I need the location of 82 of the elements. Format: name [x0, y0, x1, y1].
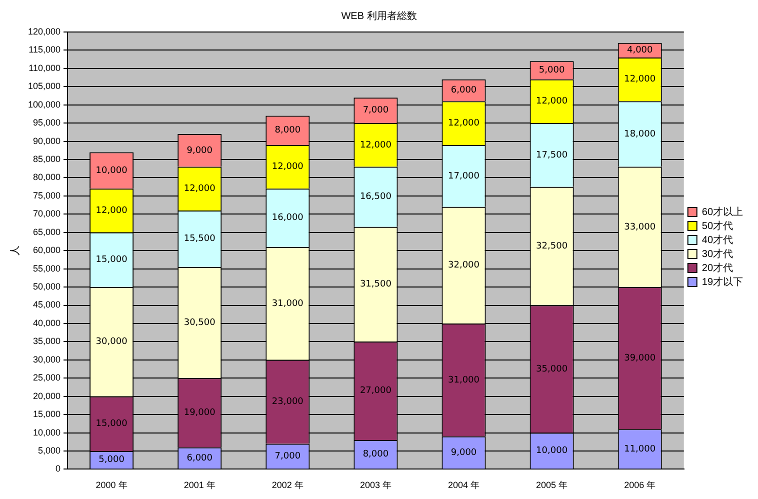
data-label: 5,000 — [98, 455, 125, 466]
data-label: 11,000 — [624, 444, 656, 454]
y-tick-label: 55,000 — [33, 263, 61, 274]
data-label: 31,000 — [448, 375, 480, 386]
y-tick-label: 10,000 — [33, 427, 61, 438]
data-label: 12,000 — [448, 118, 480, 128]
y-tick-label: 0 — [56, 464, 61, 474]
x-tick-label: 2006 年 — [624, 480, 656, 490]
data-label: 18,000 — [624, 129, 656, 140]
data-label: 23,000 — [272, 397, 304, 408]
legend-label: 20才代 — [702, 262, 733, 274]
data-label: 15,000 — [96, 419, 128, 429]
y-tick-label: 115,000 — [28, 44, 61, 55]
y-axis-title: 人 — [10, 246, 21, 256]
y-tick-label: 110,000 — [28, 62, 61, 73]
data-label: 27,000 — [360, 386, 392, 396]
data-label: 12,000 — [536, 96, 568, 107]
y-tick-label: 85,000 — [33, 154, 61, 164]
y-tick-label: 15,000 — [33, 409, 61, 420]
x-tick-label: 2004 年 — [448, 480, 480, 490]
data-label: 12,000 — [360, 140, 392, 150]
x-tick-label: 2005 年 — [536, 480, 568, 490]
data-label: 12,000 — [96, 206, 128, 216]
data-label: 9,000 — [186, 146, 213, 156]
y-tick-label: 90,000 — [33, 136, 61, 146]
data-label: 35,000 — [536, 364, 568, 374]
data-label: 39,000 — [624, 353, 656, 364]
y-tick-label: 80,000 — [33, 172, 61, 182]
data-label: 6,000 — [450, 86, 477, 96]
y-tick-label: 35,000 — [33, 336, 61, 346]
legend-label: 30才代 — [702, 248, 733, 260]
y-tick-label: 40,000 — [33, 318, 61, 328]
data-label: 31,000 — [272, 298, 304, 309]
x-tick-label: 2001 年 — [184, 480, 216, 490]
data-label: 17,500 — [536, 150, 568, 160]
data-label: 12,000 — [184, 184, 216, 194]
legend-label: 40才代 — [702, 234, 733, 246]
data-label: 30,500 — [184, 318, 216, 328]
data-label: 12,000 — [272, 162, 304, 172]
data-label: 17,000 — [448, 171, 480, 182]
data-label: 8,000 — [362, 450, 389, 460]
data-label: 32,000 — [448, 260, 480, 271]
y-tick-label: 100,000 — [28, 99, 61, 110]
y-tick-label: 105,000 — [28, 81, 61, 92]
data-label: 16,500 — [360, 192, 392, 202]
data-label: 12,000 — [624, 74, 656, 85]
data-label: 19,000 — [184, 408, 216, 418]
y-tick-label: 30,000 — [33, 354, 61, 364]
y-tick-label: 20,000 — [33, 390, 61, 401]
y-tick-label: 5,000 — [38, 445, 61, 456]
data-label: 7,000 — [362, 106, 389, 116]
y-tick-label: 60,000 — [33, 245, 61, 256]
y-tick-label: 75,000 — [33, 190, 61, 200]
y-tick-label: 45,000 — [33, 300, 61, 310]
data-label: 31,500 — [360, 280, 392, 290]
data-label: 8,000 — [274, 126, 301, 136]
y-tick-label: 25,000 — [33, 372, 61, 383]
y-tick-label: 120,000 — [28, 26, 61, 36]
data-label: 15,500 — [184, 234, 216, 244]
legend-label: 19才以下 — [702, 276, 743, 288]
data-label: 10,000 — [96, 166, 128, 176]
y-tick-label: 95,000 — [33, 118, 61, 128]
data-label: 32,500 — [536, 241, 568, 252]
x-tick-label: 2000 年 — [96, 480, 128, 490]
data-label: 9,000 — [450, 448, 477, 458]
y-tick-label: 65,000 — [33, 226, 61, 237]
y-tick-label: 50,000 — [33, 282, 61, 292]
data-label: 4,000 — [626, 46, 654, 56]
data-label: 16,000 — [272, 213, 304, 224]
data-label: 33,000 — [624, 222, 656, 232]
x-tick-label: 2002 年 — [272, 480, 304, 490]
data-label: 6,000 — [186, 453, 213, 464]
data-label: 7,000 — [274, 452, 301, 462]
chart-title: WEB 利用者総数 — [341, 10, 417, 22]
x-tick-label: 2003 年 — [360, 480, 392, 490]
data-label: 30,000 — [96, 337, 128, 348]
legend-label: 60才以上 — [702, 206, 743, 218]
y-tick-label: 70,000 — [33, 208, 61, 219]
data-label: 5,000 — [538, 66, 565, 76]
data-label: 15,000 — [96, 255, 128, 266]
legend-label: 50才代 — [702, 220, 733, 232]
data-label: 10,000 — [536, 446, 568, 456]
